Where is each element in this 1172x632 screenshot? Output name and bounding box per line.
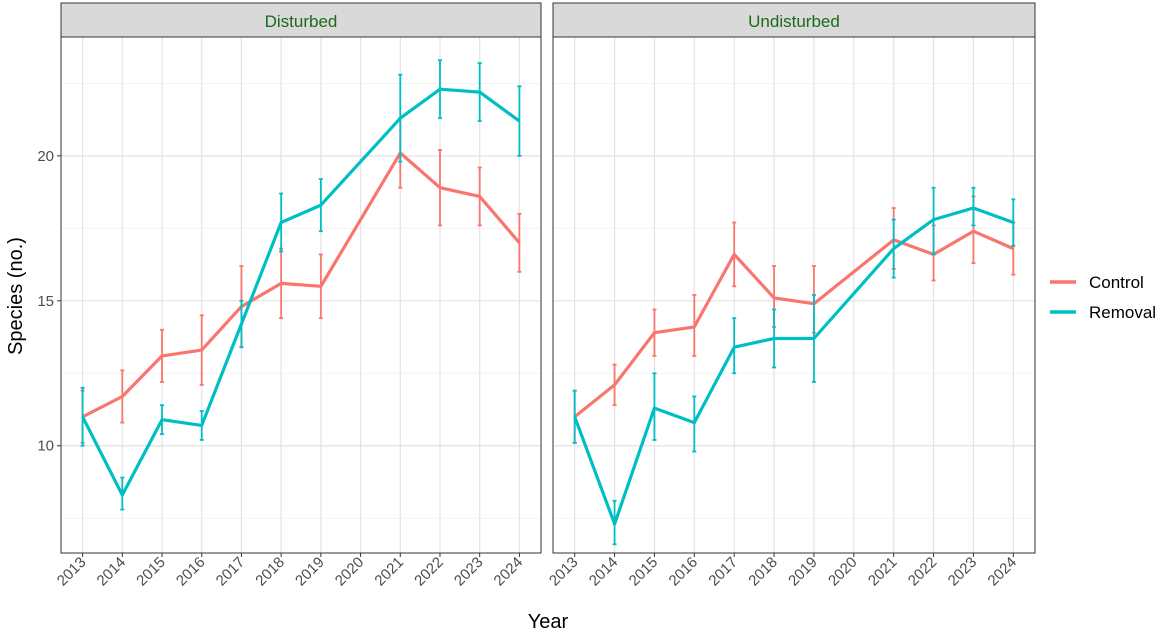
- x-tick-label-disturbed-2015: 2015: [133, 554, 169, 590]
- x-axis-title: Year: [528, 611, 569, 632]
- x-tick-label-undisturbed-2017: 2017: [705, 554, 741, 590]
- series-line-disturbed-removal: [81, 87, 521, 497]
- x-tick-label-undisturbed-2024: 2024: [985, 554, 1021, 590]
- panel-border-undisturbed: [552, 36, 1036, 554]
- series-line-undisturbed-removal: [573, 206, 1014, 526]
- panel-background-disturbed: [61, 37, 541, 553]
- errorbar-disturbed-removal-2013: [80, 386, 85, 447]
- errorbar-disturbed-control-2024: [517, 212, 522, 273]
- legend: Control Removal: [1050, 273, 1156, 322]
- y-axis-title: Species (no.): [5, 237, 27, 355]
- x-tick-label-disturbed-2019: 2019: [292, 554, 328, 590]
- series-line-undisturbed-control: [573, 229, 1014, 419]
- x-tick-label-undisturbed-2021: 2021: [865, 554, 901, 590]
- panel-strip-disturbed: [60, 2, 542, 38]
- x-tick-label-disturbed-2014: 2014: [94, 554, 130, 590]
- panel-title-disturbed: Disturbed: [265, 12, 338, 31]
- legend-label-control: Control: [1089, 273, 1144, 292]
- x-tick-label-undisturbed-2018: 2018: [745, 554, 781, 590]
- x-tick-label-disturbed-2013: 2013: [54, 554, 90, 590]
- errorbar-undisturbed-removal-2024: [1011, 198, 1016, 247]
- y-tick-label-20: 20: [37, 148, 54, 165]
- x-tick-label-undisturbed-2015: 2015: [626, 554, 662, 590]
- x-tick-label-undisturbed-2022: 2022: [905, 554, 941, 590]
- y-tick-label-15: 15: [37, 293, 54, 310]
- y-tick-label-10: 10: [37, 438, 54, 455]
- x-tick-label-undisturbed-2020: 2020: [825, 554, 861, 590]
- x-tick-label-disturbed-2018: 2018: [252, 554, 288, 590]
- x-tick-label-disturbed-2022: 2022: [411, 554, 447, 590]
- x-tick-label-undisturbed-2019: 2019: [785, 554, 821, 590]
- panel-background-undisturbed: [553, 37, 1035, 553]
- x-tick-label-undisturbed-2013: 2013: [546, 554, 582, 590]
- panel-border-disturbed: [60, 36, 542, 554]
- x-tick-label-undisturbed-2014: 2014: [586, 554, 622, 590]
- x-tick-label-disturbed-2020: 2020: [332, 554, 368, 590]
- x-tick-label-undisturbed-2023: 2023: [945, 554, 981, 590]
- legend-label-removal: Removal: [1089, 303, 1156, 322]
- x-tick-label-undisturbed-2016: 2016: [666, 554, 702, 590]
- x-tick-label-disturbed-2023: 2023: [451, 554, 487, 590]
- x-tick-label-disturbed-2017: 2017: [213, 554, 249, 590]
- x-tick-label-disturbed-2024: 2024: [491, 554, 527, 590]
- errorbar-undisturbed-removal-2013: [572, 389, 577, 444]
- panel-title-undisturbed: Undisturbed: [748, 12, 840, 31]
- x-tick-label-disturbed-2016: 2016: [173, 554, 209, 590]
- x-tick-label-disturbed-2021: 2021: [371, 554, 407, 590]
- series-line-disturbed-control: [81, 151, 521, 419]
- panel-strip-undisturbed: [552, 2, 1036, 38]
